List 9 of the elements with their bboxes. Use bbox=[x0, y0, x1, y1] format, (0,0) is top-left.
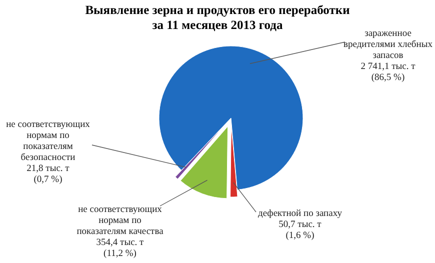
slice-label: не соответствующих нормам по показателям качества bbox=[76, 205, 164, 237]
data-label: 50,7 тыс. т (1,6 %) bbox=[278, 220, 322, 241]
data-label: 2 741,1 тыс. т (86,5 %) bbox=[360, 62, 416, 83]
data-label: 354,4 тыс. т (11,2 %) bbox=[96, 238, 145, 259]
slice-label: не соответствующих нормам по показателям безопасности bbox=[6, 120, 90, 163]
slice-label: дефектной по запаху bbox=[258, 209, 342, 219]
data-label: 21,8 тыс. т (0,7 %) bbox=[26, 164, 70, 185]
slice-label: зараженное вредителями хлебных запасов bbox=[344, 29, 433, 61]
chart-title: Выявление зерна и продуктов его переработки за 11 месяцев 2013 года bbox=[85, 3, 350, 32]
